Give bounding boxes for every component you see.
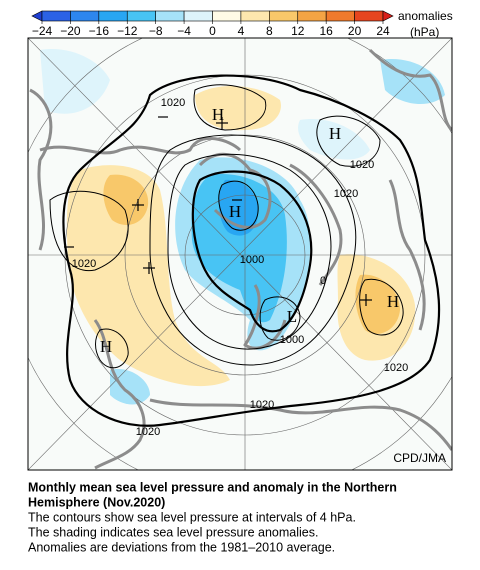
pressure-centre-label: H [100,337,112,356]
pressure-centre-label: H [212,105,224,124]
caption-line: The shading indicates sea level pressure… [28,525,318,539]
map: 1020 H H 1020 1020 H 1020 1000 0 H L 1000 H 1020 1020 1… [28,38,452,470]
colorbar-bin [126,10,156,22]
contour-label: 1020 [136,426,160,438]
colorbar-tick-label: 16 [319,24,333,38]
colorbar-tick-label: −12 [117,24,138,38]
contour-label: 1020 [334,188,358,200]
colorbar-bin [354,10,384,22]
colorbar-label: anomalies [398,9,453,23]
colorbar-tick-label: −16 [89,24,110,38]
colorbar-bin [240,10,270,22]
contour-label: 1000 [280,334,304,346]
colorbar-extend-low [31,10,43,22]
colorbar: anomalies (hPa) −24 −20 −16 −12 −8 −4 0 4 8 12 16 2… [31,9,453,39]
colorbar-tick-label: −20 [60,24,81,38]
pressure-centre-label: H [329,124,341,143]
contour-label: 1000 [240,254,264,266]
pressure-centre-label: H [387,292,399,311]
caption-title: Hemisphere (Nov.2020) [28,495,165,509]
map-frame [27,37,453,471]
colorbar-unit: (hPa) [410,25,439,39]
colorbar-bin [183,10,213,22]
pressure-centre-label: L [287,307,297,326]
colorbar-bin [269,10,299,22]
contour-label: 0 [320,275,326,287]
colorbar-extend-high [382,10,394,22]
credit: CPD/JMA [393,451,446,465]
colorbar-tick-label: 0 [209,24,216,38]
colorbar-tick-label: 24 [376,24,390,38]
colorbar-bin [212,10,242,22]
colorbar-tick-label: 12 [291,24,305,38]
contour-label: 1020 [250,399,274,411]
colorbar-bin [70,10,100,22]
map-labels: 1020 H H 1020 1020 H 1020 1000 0 H L 1000 H 1020 1020 1… [72,97,408,438]
caption: Monthly mean sea level pressure and anom… [28,480,397,554]
colorbar-bin [155,10,185,22]
colorbar-bin [41,10,71,22]
colorbar-tick-label: 4 [238,24,245,38]
colorbar-tick-label: 8 [266,24,273,38]
colorbar-bin [297,10,327,22]
contour-label: 1020 [384,362,408,374]
colorbar-tick-label: 20 [348,24,362,38]
colorbar-tick-label: −8 [149,24,163,38]
colorbar-bin [325,10,355,22]
pressure-centre-label: H [229,202,241,221]
contour-label: 1020 [72,258,96,270]
caption-line: Anomalies are deviations from the 1981–2… [28,540,335,554]
pressure-contours [49,74,441,427]
contour-label: 1020 [350,159,374,171]
caption-title: Monthly mean sea level pressure and anom… [28,480,397,494]
anomaly-markers [64,116,372,306]
colorbar-tick-label: −4 [177,24,191,38]
caption-line: The contours show sea level pressure at … [28,510,356,524]
contour-label: 1020 [161,97,185,109]
colorbar-tick-label: −24 [32,24,53,38]
colorbar-bin [98,10,128,22]
